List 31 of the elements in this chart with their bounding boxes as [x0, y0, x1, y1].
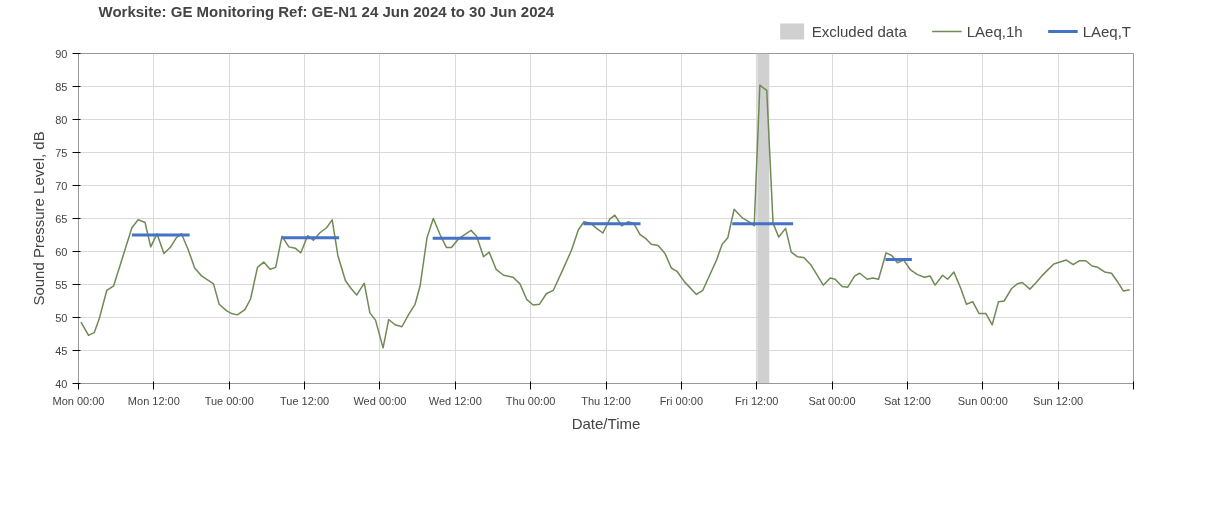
- y-tick-label: 45: [55, 344, 68, 357]
- x-tick-label: Wed 12:00: [428, 394, 482, 407]
- y-tick-label: 50: [55, 311, 68, 324]
- x-tick-label: Mon 12:00: [127, 394, 180, 407]
- x-tick-label: Sat 00:00: [808, 394, 856, 407]
- x-axis-title: Date/Time: [571, 414, 641, 432]
- y-tick-label: 90: [55, 47, 68, 60]
- legend-label: LAeq,1h: [966, 22, 1023, 40]
- legend-label: Excluded data: [811, 22, 907, 40]
- x-tick-label: Thu 00:00: [505, 394, 556, 407]
- y-tick-label: 75: [55, 146, 68, 159]
- x-tick-label: Wed 00:00: [353, 394, 407, 407]
- legend-label: LAeq,T: [1082, 22, 1131, 40]
- x-tick-label: Sat 12:00: [883, 394, 931, 407]
- y-tick-label: 60: [55, 245, 68, 258]
- y-tick-label: 70: [55, 179, 68, 192]
- x-tick-label: Sun 00:00: [957, 394, 1008, 407]
- chart-title: Worksite: GE Monitoring Ref: GE-N1 24 Jun 2024 to 30 Jun 2024: [98, 2, 555, 20]
- x-tick-label: Fri 00:00: [659, 394, 704, 407]
- y-tick-label: 80: [55, 113, 68, 126]
- x-tick-label: Tue 12:00: [280, 394, 330, 407]
- y-tick-label: 65: [55, 212, 68, 225]
- x-tick-label: Tue 00:00: [204, 394, 254, 407]
- y-axis-title: Sound Pressure Level, dB: [30, 131, 48, 306]
- y-tick-label: 55: [55, 278, 68, 291]
- y-tick-label: 85: [55, 80, 68, 93]
- x-tick-label: Mon 00:00: [52, 394, 105, 407]
- x-tick-label: Sun 12:00: [1033, 394, 1084, 407]
- y-tick-label: 40: [55, 377, 68, 390]
- x-tick-label: Fri 12:00: [735, 394, 779, 407]
- x-tick-label: Thu 12:00: [581, 394, 631, 407]
